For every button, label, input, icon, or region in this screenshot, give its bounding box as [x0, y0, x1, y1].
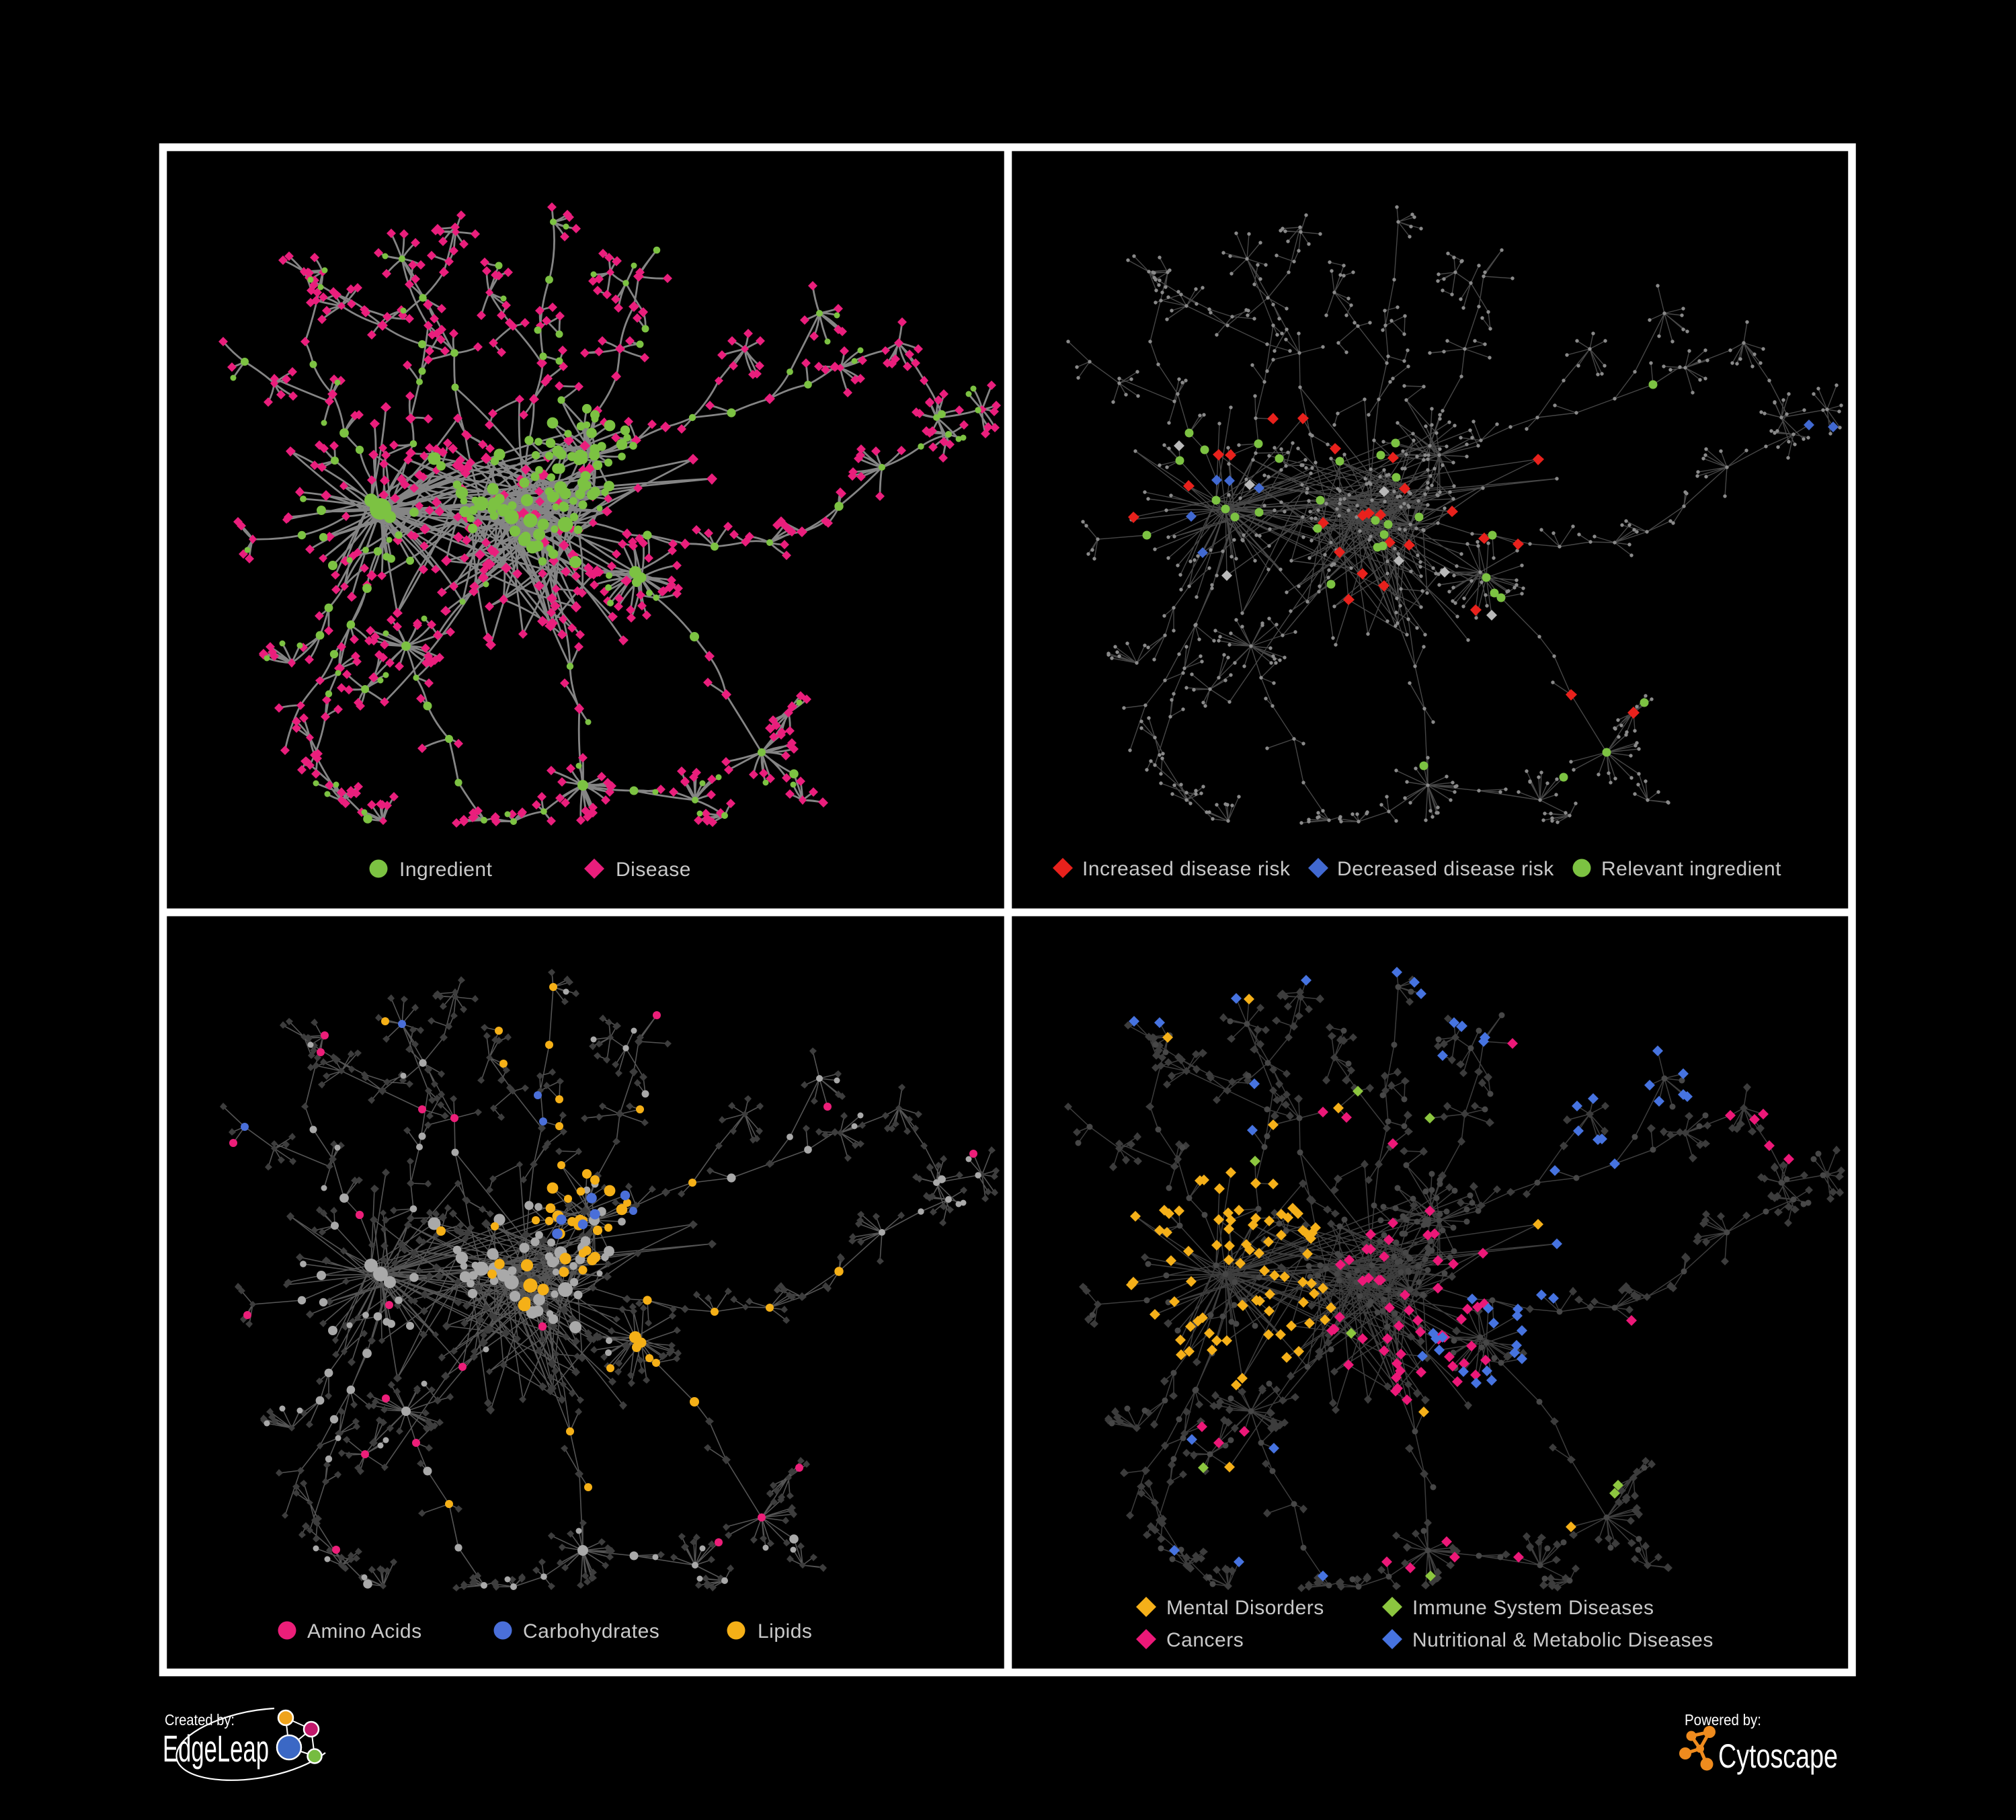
svg-text:EdgeLeap: EdgeLeap [163, 1727, 269, 1770]
svg-text:Carbohydrates: Carbohydrates [523, 1620, 659, 1643]
svg-text:Nutritional & Metabolic Diseas: Nutritional & Metabolic Diseases [1412, 1629, 1713, 1651]
svg-text:Immune System Diseases: Immune System Diseases [1412, 1597, 1654, 1619]
svg-text:Increased disease risk: Increased disease risk [1082, 858, 1291, 880]
svg-text:Powered by:: Powered by: [1685, 1711, 1761, 1729]
svg-text:Ingredient: Ingredient [399, 859, 493, 881]
svg-text:Relevant ingredient: Relevant ingredient [1601, 858, 1781, 880]
svg-text:Mental Disorders: Mental Disorders [1166, 1597, 1324, 1619]
svg-text:Amino Acids: Amino Acids [307, 1620, 422, 1643]
svg-text:Cytoscape: Cytoscape [1718, 1737, 1838, 1775]
svg-text:Created by:: Created by: [165, 1711, 235, 1729]
svg-text:Lipids: Lipids [758, 1620, 812, 1643]
svg-text:Decreased disease risk: Decreased disease risk [1337, 858, 1554, 880]
svg-text:Cancers: Cancers [1166, 1629, 1244, 1651]
svg-text:Disease: Disease [616, 859, 691, 881]
